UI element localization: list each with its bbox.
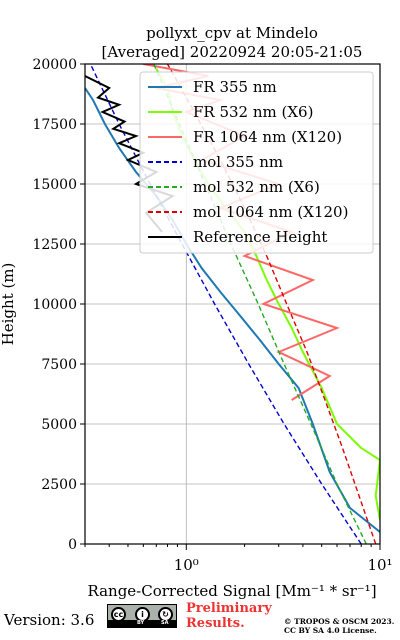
cc-badge-by-label: BY [137,620,145,626]
x-axis-label: Range-Corrected Signal [Mm⁻¹ * sr⁻¹] [87,582,376,600]
y-tick-label-1: 2500 [41,477,77,493]
series-line-4 [153,64,367,544]
legend: FR 355 nm FR 532 nm (X6) FR 1064 nm (X120)… [139,71,374,254]
legend-label-1: FR 532 nm (X6) [193,103,313,121]
series-line-3 [89,64,362,544]
chart-title: pollyxt_cpv at Mindelo [146,24,318,42]
y-tick-label-3: 7500 [41,357,77,373]
x-axis: 10⁰ 10¹ [84,544,393,574]
legend-label-6: Reference Height [193,228,327,246]
legend-label-4: mol 532 nm (X6) [193,178,320,196]
y-axis: 0 2500 5000 7500 10000 12500 15000 17500 20000 [32,57,85,553]
cc-license-badge[interactable]: cc i ↻ BY SA [107,604,177,628]
y-tick-label-0: 0 [68,537,77,553]
chart: pollyxt_cpv at Mindelo [Averaged] 202209… [0,24,393,600]
chart-subtitle: [Averaged] 20220924 20:05-21:05 [102,43,363,61]
y-tick-label-7: 17500 [32,117,77,133]
sa-icon: ↻ [158,607,173,622]
y-tick-label-4: 10000 [32,297,77,313]
legend-label-2: FR 1064 nm (X120) [193,128,342,146]
preliminary-note: Preliminary Results. [186,601,272,631]
cc-badge-sa-label: SA [161,620,169,626]
x-tick-label-1: 10¹ [367,556,392,574]
y-tick-label-2: 5000 [41,417,77,433]
y-tick-label-8: 20000 [32,57,77,73]
y-tick-label-5: 12500 [32,237,77,253]
legend-box [139,71,374,254]
x-tick-label-0: 10⁰ [174,556,199,574]
legend-label-0: FR 355 nm [193,78,277,96]
y-axis-label: Height (m) [0,263,17,346]
version-label: Version: 3.6 [4,611,95,629]
legend-label-5: mol 1064 nm (X120) [193,203,348,221]
y-tick-label-6: 15000 [32,177,77,193]
series-line-0 [85,87,380,533]
legend-label-3: mol 355 nm [193,153,283,171]
cc-badge-bar [108,620,176,627]
copyright-note: © TROPOS & OSCM 2023. CC BY SA 4.0 Licens… [284,617,395,635]
